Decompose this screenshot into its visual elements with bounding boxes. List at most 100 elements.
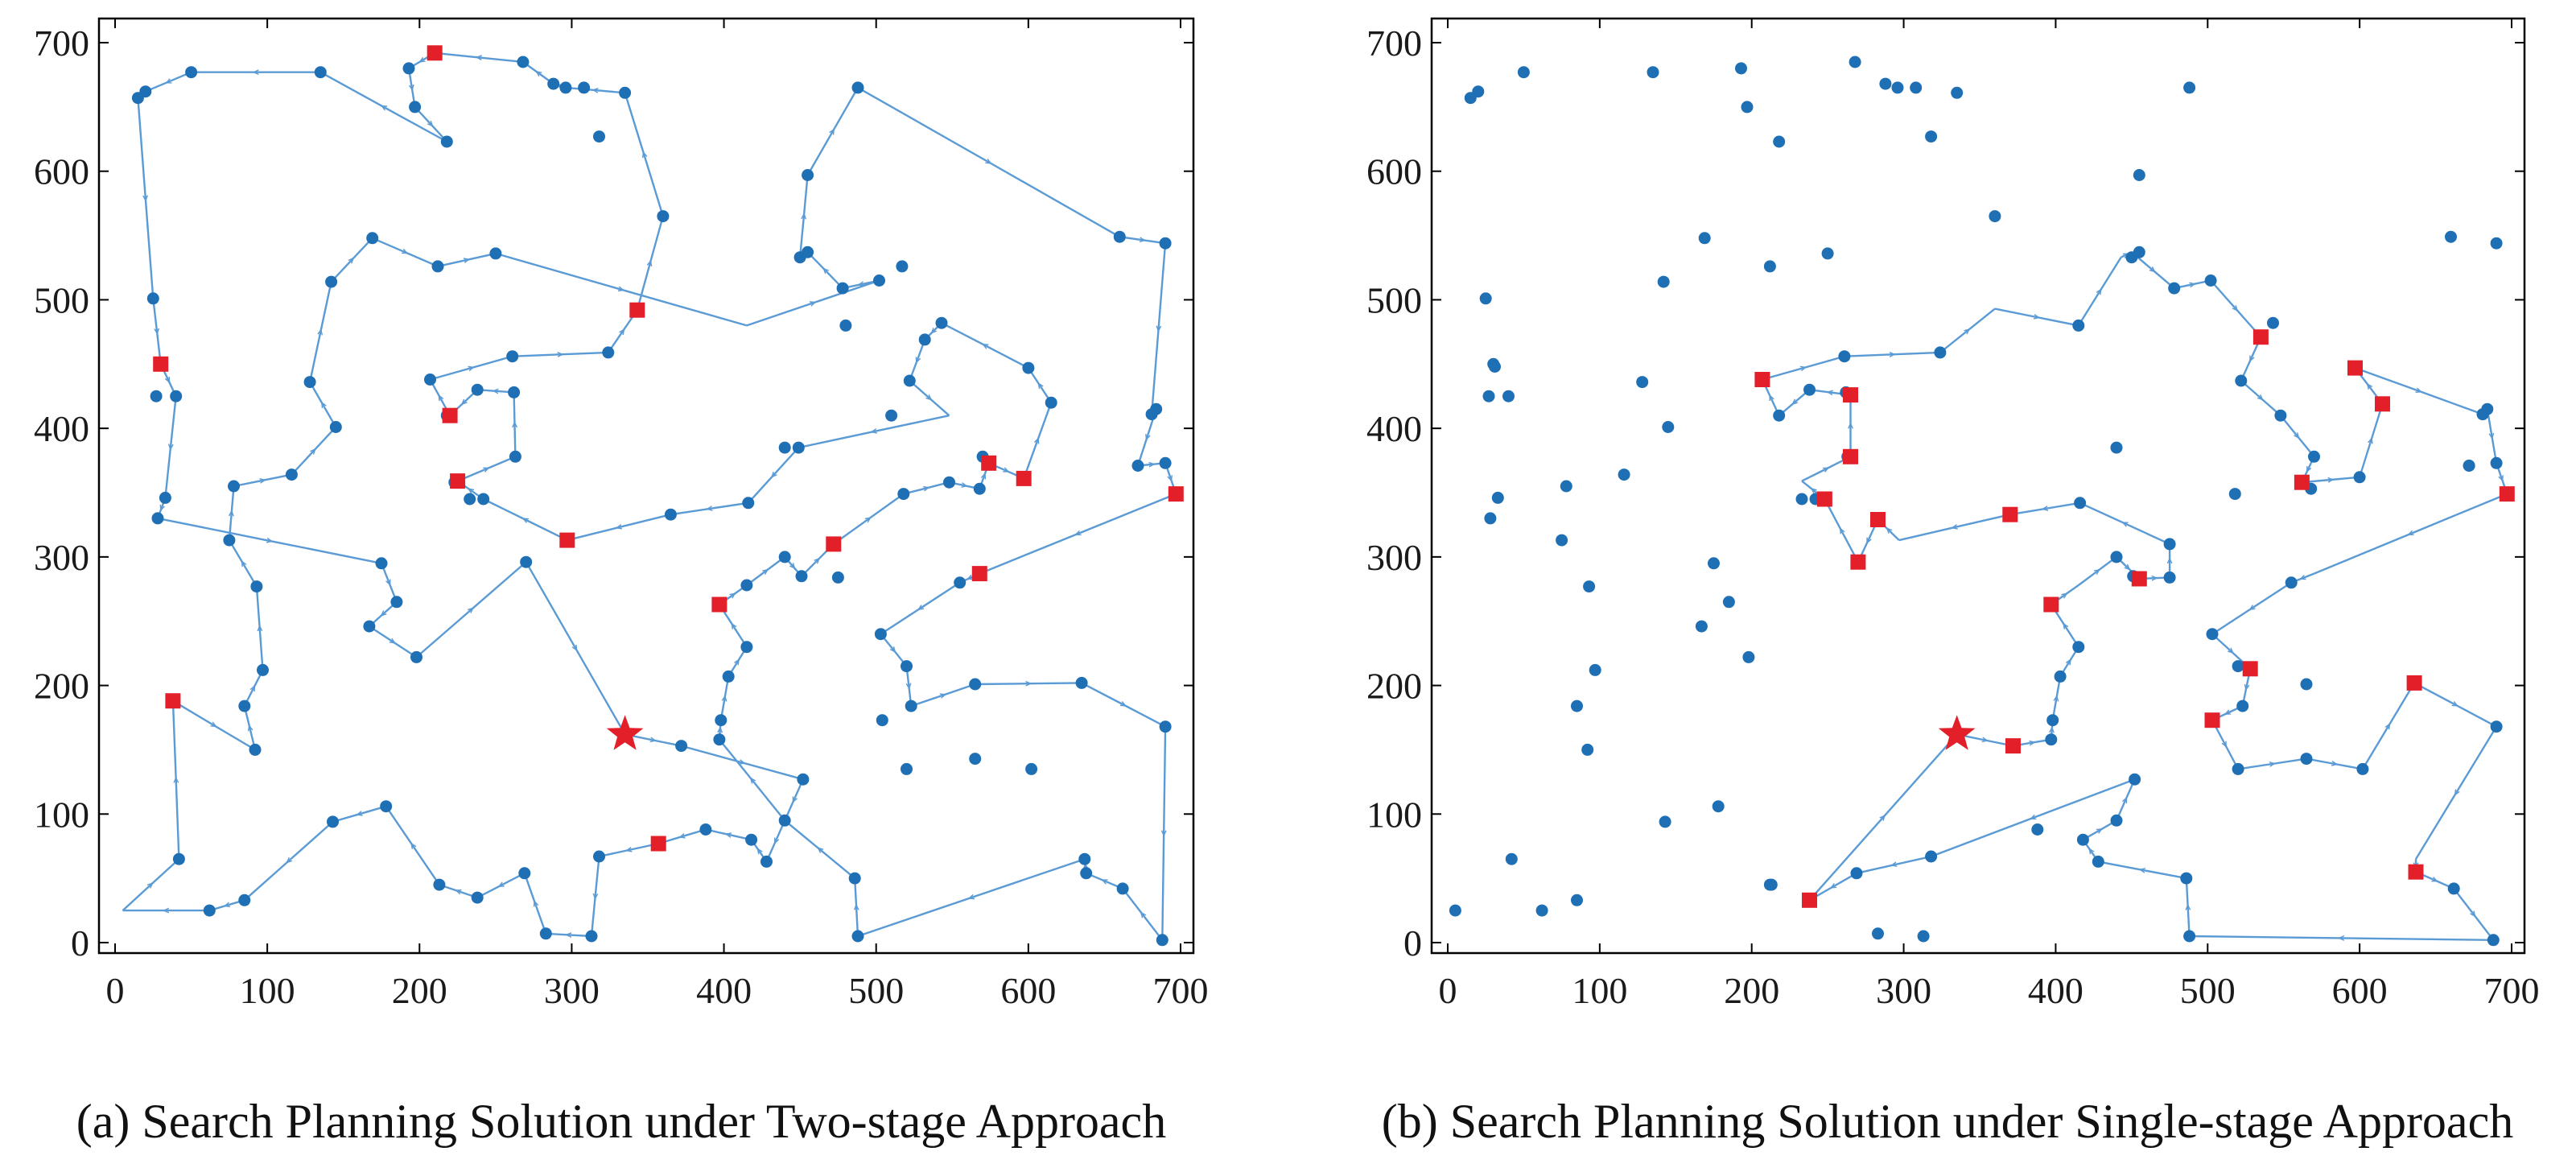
target-marker xyxy=(1870,512,1886,527)
search-node xyxy=(1113,230,1126,243)
route-segment xyxy=(784,819,855,880)
search-node xyxy=(366,232,379,245)
route-segment xyxy=(1122,888,1164,941)
search-node xyxy=(1156,934,1168,947)
target-marker xyxy=(442,407,458,423)
route-segment xyxy=(910,683,976,708)
search-node xyxy=(1583,580,1596,593)
route-segment xyxy=(172,700,256,751)
search-node xyxy=(2490,720,2503,733)
search-node xyxy=(1795,493,1808,506)
search-node xyxy=(2183,81,2196,94)
route-segment xyxy=(380,563,398,603)
search-node xyxy=(1022,361,1035,374)
search-node xyxy=(851,930,864,943)
route-segment xyxy=(806,251,843,289)
search-node xyxy=(740,579,753,592)
route-segment xyxy=(599,842,659,858)
y-tick-label: 200 xyxy=(34,666,89,707)
search-node xyxy=(873,274,885,287)
search-node xyxy=(1078,852,1091,865)
search-node xyxy=(257,663,269,676)
route-segment xyxy=(2237,757,2307,770)
search-node xyxy=(2356,762,2369,775)
route-segment xyxy=(798,415,950,449)
route-segment xyxy=(806,87,859,176)
route-segment xyxy=(514,392,516,457)
search-node xyxy=(1722,596,1735,609)
route-segment xyxy=(2115,778,2136,821)
search-node xyxy=(2206,628,2219,641)
plot-frame xyxy=(97,17,1195,955)
search-node xyxy=(715,714,727,727)
plot-frame xyxy=(1430,17,2526,955)
search-node xyxy=(905,700,917,712)
search-node xyxy=(314,66,327,79)
route-segment xyxy=(1898,514,2011,542)
search-node xyxy=(2232,660,2244,673)
route-segment xyxy=(228,485,235,541)
route-segment xyxy=(1824,498,1859,563)
search-node xyxy=(1472,85,1485,98)
search-node xyxy=(380,800,393,813)
search-node xyxy=(1489,361,1501,373)
route-segment xyxy=(1778,389,1811,417)
search-node xyxy=(2232,762,2244,775)
route-segment xyxy=(636,216,665,311)
route-segment xyxy=(122,858,180,911)
search-node xyxy=(1556,534,1568,547)
route-segment xyxy=(670,501,748,516)
route-segment xyxy=(372,237,439,268)
route-segment xyxy=(414,106,448,142)
route-segment xyxy=(430,355,513,381)
search-node xyxy=(464,493,476,506)
search-node xyxy=(285,468,298,481)
route-segment xyxy=(1119,236,1166,245)
search-node xyxy=(1910,81,1923,94)
search-node xyxy=(1025,762,1038,775)
route-segment xyxy=(2486,409,2498,464)
route-segment xyxy=(2211,720,2240,770)
search-node xyxy=(238,894,251,906)
x-tick-label: 700 xyxy=(2484,970,2540,1011)
search-node xyxy=(390,596,403,609)
search-node xyxy=(874,628,887,641)
search-node xyxy=(897,488,910,501)
route-segment xyxy=(2314,493,2508,575)
x-tick-label: 100 xyxy=(240,970,295,1011)
search-node xyxy=(1934,346,1947,359)
route-segment xyxy=(1956,733,2013,747)
search-node xyxy=(2129,773,2141,786)
search-node xyxy=(778,551,791,563)
route-segment xyxy=(1081,682,1166,728)
route-segment xyxy=(765,819,786,862)
search-node xyxy=(585,930,598,943)
search-node xyxy=(329,421,342,433)
search-node xyxy=(2235,374,2248,387)
target-marker xyxy=(1843,387,1858,403)
search-node xyxy=(1116,882,1129,895)
start-layer-a xyxy=(606,715,644,750)
route-segment xyxy=(624,733,682,747)
search-node xyxy=(2110,441,2123,454)
route-segment xyxy=(512,351,608,357)
search-node xyxy=(2490,456,2503,469)
search-node xyxy=(1735,62,1747,75)
search-node xyxy=(2046,714,2059,727)
search-node xyxy=(223,534,236,547)
start-star-icon xyxy=(1938,715,1976,750)
search-node xyxy=(1849,56,1861,68)
route-segment xyxy=(798,175,809,258)
route-segment xyxy=(909,339,926,382)
route-segment xyxy=(1844,351,1940,357)
search-node xyxy=(2236,700,2249,712)
search-node xyxy=(518,867,531,880)
search-node xyxy=(1449,904,1461,917)
search-node xyxy=(722,670,735,683)
chart-panel-b: 0 100 200 300 400 500 600 700 0 100 200 300 400 500 60… xyxy=(1366,17,2540,1148)
search-node xyxy=(1571,894,1583,906)
route-segment xyxy=(784,778,804,821)
search-node xyxy=(1659,815,1671,828)
route-segment xyxy=(1162,726,1165,940)
route-segment xyxy=(2079,501,2170,545)
